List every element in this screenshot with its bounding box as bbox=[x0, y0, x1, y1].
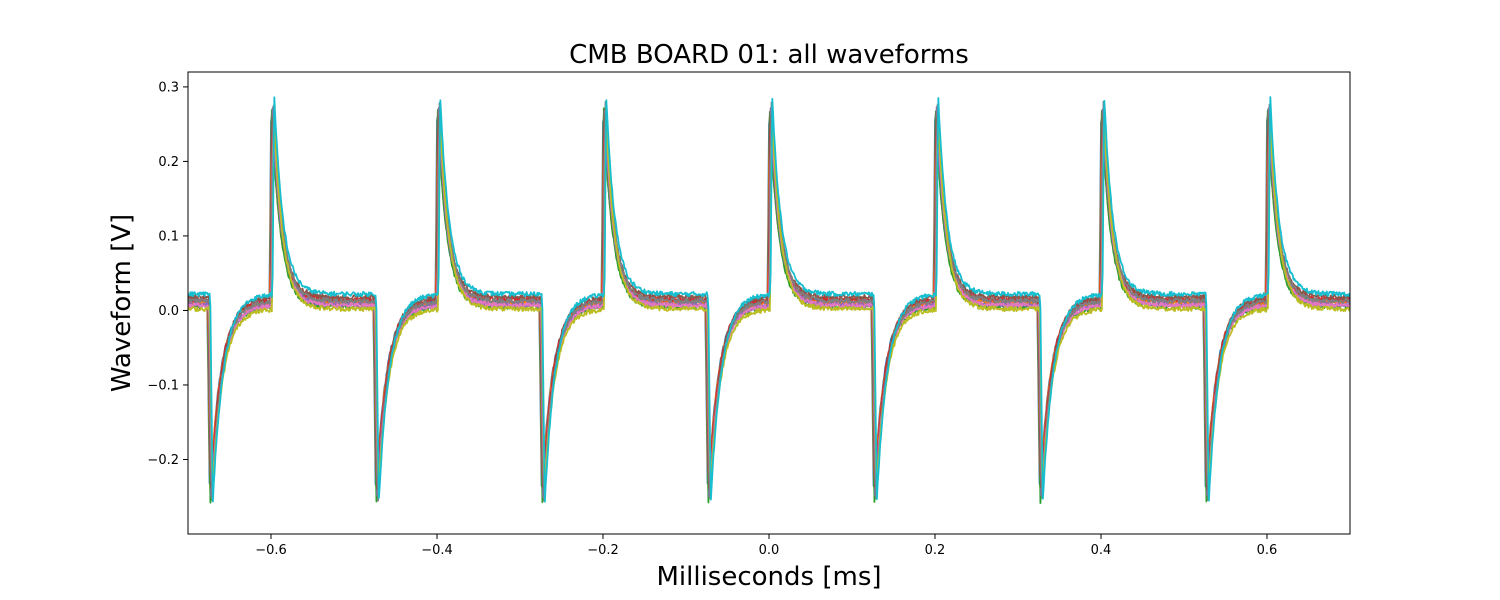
x-tick-label: 0.0 bbox=[759, 543, 780, 558]
x-tick-label: 0.4 bbox=[1091, 543, 1112, 558]
chart-title: CMB BOARD 01: all waveforms bbox=[569, 40, 969, 70]
x-axis-label: Milliseconds [ms] bbox=[656, 562, 881, 592]
x-tick-label: −0.2 bbox=[587, 543, 619, 558]
y-tick-label: −0.1 bbox=[147, 378, 179, 393]
x-tick-label: 0.6 bbox=[1257, 543, 1278, 558]
y-tick-label: 0.2 bbox=[158, 155, 179, 170]
y-tick-label: 0.1 bbox=[158, 229, 179, 244]
y-tick-label: −0.2 bbox=[147, 453, 179, 468]
x-tick-label: 0.2 bbox=[925, 543, 946, 558]
y-tick-label: 0.0 bbox=[158, 304, 179, 319]
y-axis: −0.2 −0.1 0.0 0.1 0.2 0.3 bbox=[147, 80, 188, 468]
y-axis-label: Waveform [V] bbox=[107, 214, 137, 392]
y-tick-label: 0.3 bbox=[158, 80, 179, 95]
x-tick-label: −0.4 bbox=[421, 543, 453, 558]
series-line-10 bbox=[188, 96, 1350, 503]
x-axis: −0.6 −0.4 −0.2 0.0 0.2 0.4 0.6 bbox=[255, 534, 1277, 558]
series-group bbox=[188, 96, 1350, 504]
x-tick-label: −0.6 bbox=[255, 543, 287, 558]
